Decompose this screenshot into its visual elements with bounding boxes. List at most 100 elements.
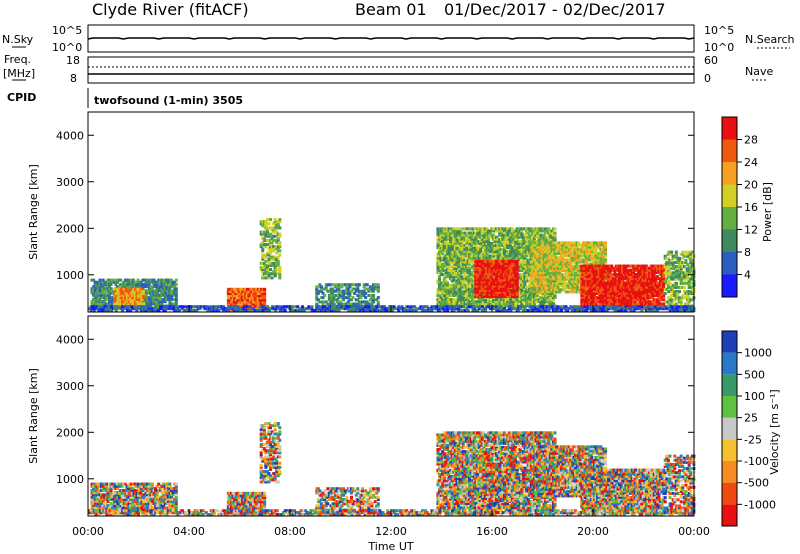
heatmap-cell [485, 276, 489, 280]
heatmap-cell [166, 291, 170, 295]
heatmap-cell [493, 261, 497, 265]
heatmap-cell [260, 287, 264, 291]
heatmap-cell [264, 268, 268, 272]
heatmap-cell [501, 292, 505, 296]
heatmap-cell [539, 243, 543, 247]
heatmap-cell [556, 275, 560, 279]
heatmap-cell [445, 227, 449, 231]
heatmap-cell [532, 231, 536, 235]
heatmap-cell [553, 275, 557, 279]
heatmap-cell [526, 279, 530, 283]
heatmap-cell [520, 285, 524, 289]
heatmap-cell [487, 278, 491, 282]
heatmap-cell [540, 286, 544, 290]
nsearch-tick-top: 10^5 [704, 24, 734, 37]
heatmap-cell [367, 293, 371, 297]
heatmap-cell [447, 289, 451, 293]
heatmap-cell [252, 289, 256, 293]
heatmap-cell [460, 300, 464, 304]
heatmap-cell [126, 294, 130, 298]
heatmap-cell [534, 271, 538, 275]
heatmap-cell [487, 254, 491, 258]
heatmap-cell [553, 277, 557, 281]
heatmap-cell [449, 244, 453, 248]
heatmap-cell [580, 245, 584, 249]
heatmap-cell [479, 300, 483, 304]
heatmap-cell [474, 254, 478, 258]
heatmap-cell [318, 309, 322, 312]
heatmap-cell [547, 241, 551, 245]
heatmap-cell [458, 264, 462, 268]
heatmap-cell [539, 241, 543, 245]
heatmap-cell [477, 272, 481, 276]
heatmap-cell [150, 295, 154, 299]
heatmap-cell [458, 239, 462, 243]
heatmap-cell [256, 289, 260, 293]
heatmap-cell [539, 256, 543, 260]
heatmap-cell [149, 302, 153, 306]
heatmap-cell [98, 302, 102, 306]
heatmap-cell [509, 295, 513, 299]
heatmap-cell [253, 306, 257, 310]
heatmap-cell [138, 302, 142, 306]
heatmap-cell [547, 269, 551, 273]
heatmap-cell [452, 277, 456, 281]
heatmap-cell [518, 231, 522, 235]
heatmap-cell [491, 288, 495, 292]
heatmap-cell [449, 268, 453, 272]
heatmap-cell [444, 279, 448, 283]
date-range: 01/Dec/2017 - 02/Dec/2017 [444, 0, 666, 19]
heatmap-cell [509, 292, 513, 296]
heatmap-cell [512, 264, 516, 268]
heatmap-cell [453, 235, 457, 239]
heatmap-cell [453, 241, 457, 245]
heatmap-cell [239, 294, 243, 298]
heatmap-cell [353, 287, 357, 291]
heatmap-cell [439, 250, 443, 254]
heatmap-cell [536, 290, 540, 294]
heatmap-cell [267, 253, 271, 257]
heatmap-cell [563, 243, 567, 247]
heatmap-cell [447, 231, 451, 235]
heatmap-cell [438, 244, 442, 248]
heatmap-cell [441, 293, 445, 297]
heatmap-cell [464, 250, 468, 254]
heatmap-cell [551, 293, 555, 297]
heatmap-cell [270, 249, 274, 253]
heatmap-cell [117, 278, 121, 282]
heatmap-cell [444, 260, 448, 264]
heatmap-cell [237, 289, 241, 293]
heatmap-cell [547, 262, 551, 266]
heatmap-cell [132, 300, 136, 304]
heatmap-cell [466, 250, 470, 254]
heatmap-cell [561, 275, 565, 279]
heatmap-cell [572, 279, 576, 283]
heatmap-cell [261, 270, 265, 274]
heatmap-cell [529, 290, 533, 294]
heatmap-cell [438, 235, 442, 239]
heatmap-cell [449, 231, 453, 235]
heatmap-cell [547, 279, 551, 283]
heatmap-cell [533, 243, 537, 247]
heatmap-cell [476, 233, 480, 237]
heatmap-cell [348, 302, 352, 306]
heatmap-cell [100, 300, 104, 304]
heatmap-cell [494, 292, 498, 296]
heatmap-cell [479, 261, 483, 265]
heatmap-cell [95, 282, 99, 286]
heatmap-cell [572, 258, 576, 262]
heatmap-cell [551, 247, 555, 251]
heatmap-cell [98, 295, 102, 299]
heatmap-cell [127, 300, 131, 304]
heatmap-cell [375, 298, 379, 302]
heatmap-cell [124, 298, 128, 302]
heatmap-cell [278, 232, 282, 236]
heatmap-cell [171, 282, 175, 286]
heatmap-cell [532, 277, 536, 281]
heatmap-cell [372, 289, 376, 293]
heatmap-cell [275, 240, 279, 244]
heatmap-cell [122, 300, 126, 304]
heatmap-cell [141, 291, 145, 295]
heatmap-cell [520, 287, 524, 291]
heatmap-cell [493, 235, 497, 239]
